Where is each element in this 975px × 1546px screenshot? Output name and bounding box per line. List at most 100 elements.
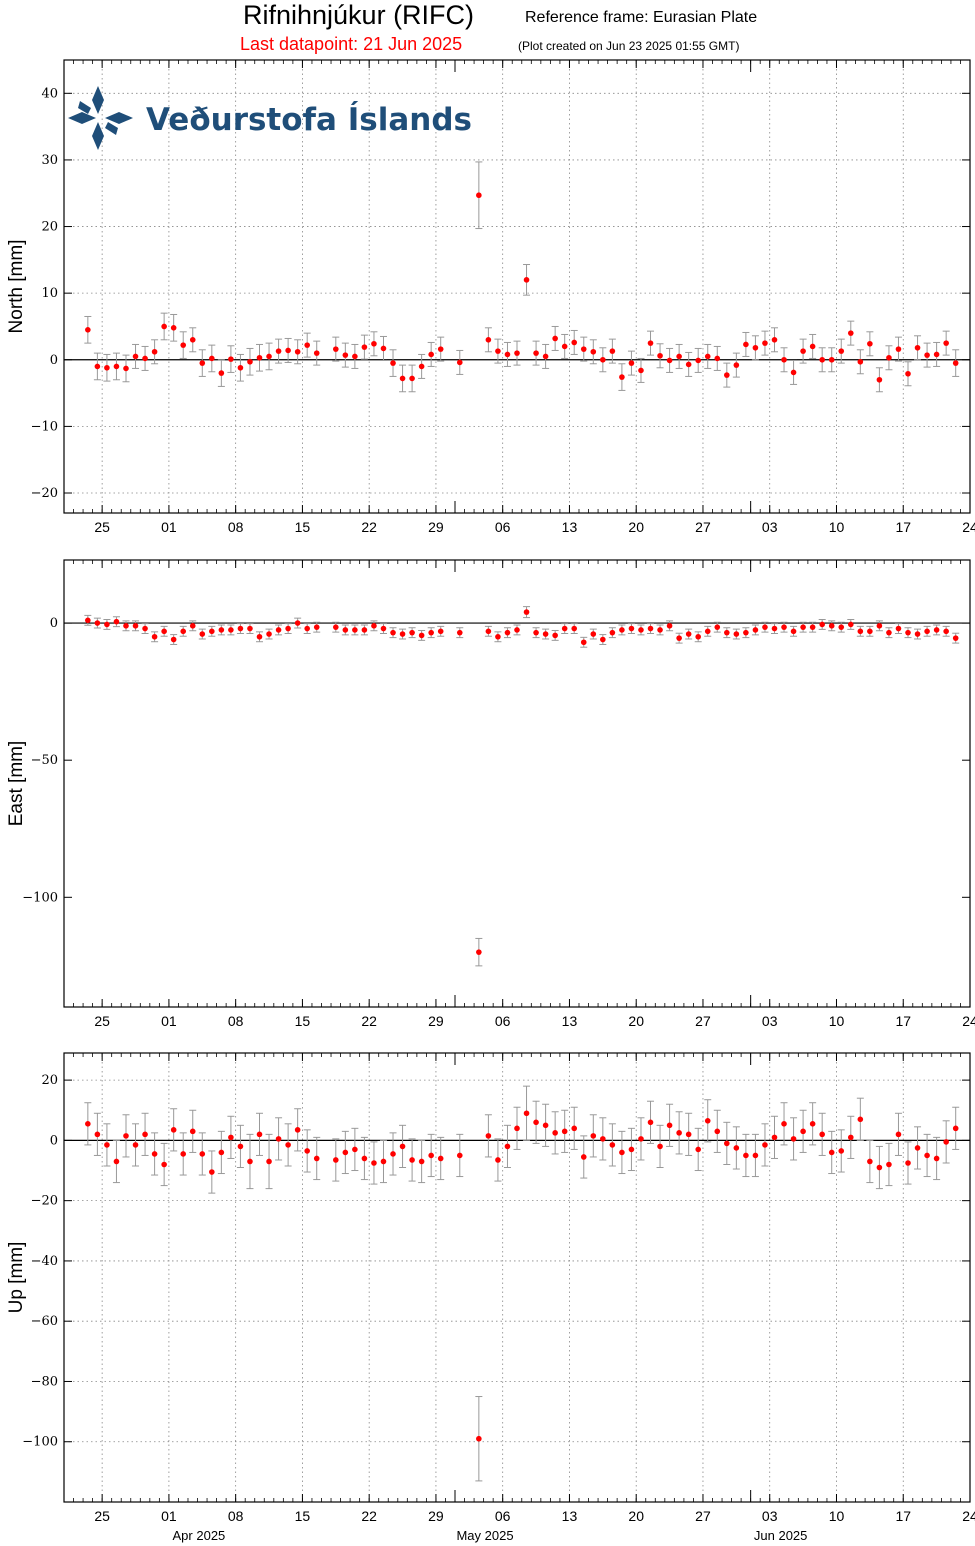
- data-point: [122, 1114, 130, 1158]
- data-point: [370, 1141, 378, 1185]
- data-marker: [476, 192, 482, 199]
- data-point: [818, 619, 826, 630]
- data-marker: [933, 351, 940, 358]
- data-point: [589, 628, 597, 640]
- data-marker: [437, 628, 444, 635]
- data-marker: [237, 364, 244, 371]
- data-marker: [600, 1136, 606, 1142]
- data-point: [666, 620, 674, 632]
- data-point: [608, 338, 616, 364]
- data-point: [179, 1132, 187, 1176]
- data-marker: [952, 360, 959, 366]
- data-point: [561, 623, 569, 634]
- data-marker: [342, 627, 349, 633]
- data-marker: [561, 343, 568, 350]
- x-tick-label: 17: [895, 519, 911, 535]
- data-marker: [619, 374, 625, 380]
- data-marker: [895, 625, 902, 632]
- data-point: [370, 331, 378, 357]
- data-point: [208, 344, 216, 373]
- data-point: [437, 336, 445, 362]
- data-point: [570, 1106, 578, 1150]
- data-marker: [428, 351, 434, 358]
- data-point: [313, 621, 321, 633]
- plot-frame: [63, 1052, 971, 1503]
- data-marker: [142, 1131, 148, 1138]
- data-point: [551, 1111, 559, 1155]
- data-point: [217, 624, 225, 636]
- data-point: [732, 352, 740, 378]
- data-point: [112, 352, 120, 381]
- data-marker: [399, 1143, 406, 1150]
- data-point: [770, 623, 778, 634]
- data-point: [914, 335, 922, 361]
- data-marker: [790, 369, 797, 376]
- data-marker: [418, 632, 425, 639]
- data-point: [828, 620, 836, 632]
- data-point: [275, 1117, 283, 1161]
- data-marker: [609, 629, 616, 636]
- data-marker: [313, 624, 320, 630]
- data-point: [151, 1132, 159, 1176]
- data-marker: [552, 335, 558, 342]
- y-axis-label: Up [mm]: [6, 1242, 27, 1314]
- data-point: [656, 1124, 664, 1169]
- data-point: [208, 625, 216, 637]
- data-point: [723, 627, 731, 639]
- x-tick-label: 20: [628, 1013, 644, 1029]
- plot-frame: [63, 559, 971, 1008]
- data-point: [84, 315, 92, 344]
- data-marker: [762, 340, 768, 346]
- data-point: [437, 1136, 445, 1181]
- data-point: [341, 342, 349, 368]
- data-point: [160, 625, 168, 637]
- data-marker: [209, 1169, 215, 1175]
- data-point: [170, 1108, 178, 1152]
- data-point: [837, 338, 845, 364]
- data-point: [494, 338, 502, 364]
- data-point: [599, 347, 607, 373]
- data-marker: [247, 1158, 253, 1165]
- data-point: [675, 1111, 683, 1155]
- data-point: [732, 1126, 740, 1170]
- data-point: [580, 1135, 588, 1179]
- data-marker: [228, 356, 234, 362]
- data-marker: [170, 636, 177, 643]
- data-marker: [390, 1151, 396, 1157]
- x-tick-label: 15: [295, 1508, 311, 1524]
- data-point: [198, 1132, 206, 1176]
- data-marker: [600, 636, 606, 643]
- x-tick-label: 15: [295, 1013, 311, 1029]
- data-marker: [104, 364, 110, 371]
- data-marker: [952, 635, 959, 641]
- data-point: [675, 343, 683, 369]
- data-point: [637, 357, 645, 383]
- data-marker: [542, 1122, 549, 1129]
- data-point: [704, 625, 712, 637]
- data-point: [589, 339, 597, 365]
- data-point: [189, 620, 197, 632]
- data-point: [780, 621, 788, 633]
- x-tick-label: 20: [628, 519, 644, 535]
- x-tick-label: 03: [762, 519, 778, 535]
- data-marker: [256, 354, 263, 361]
- data-marker: [952, 1125, 959, 1132]
- x-tick-label: 01: [161, 1508, 177, 1524]
- data-marker: [933, 1155, 940, 1162]
- data-marker: [714, 624, 721, 630]
- y-tick-label: 30: [41, 153, 58, 168]
- data-marker: [161, 628, 167, 635]
- data-point: [666, 347, 674, 373]
- data-marker: [333, 624, 339, 630]
- data-point: [189, 1109, 197, 1153]
- data-point: [351, 1127, 359, 1172]
- data-point: [408, 364, 416, 393]
- data-point: [952, 1106, 960, 1150]
- data-point: [885, 627, 893, 639]
- data-point: [332, 621, 340, 633]
- data-marker: [132, 623, 139, 629]
- data-marker: [523, 1110, 530, 1117]
- data-marker: [161, 323, 167, 330]
- data-marker: [580, 346, 587, 352]
- data-point: [580, 336, 588, 362]
